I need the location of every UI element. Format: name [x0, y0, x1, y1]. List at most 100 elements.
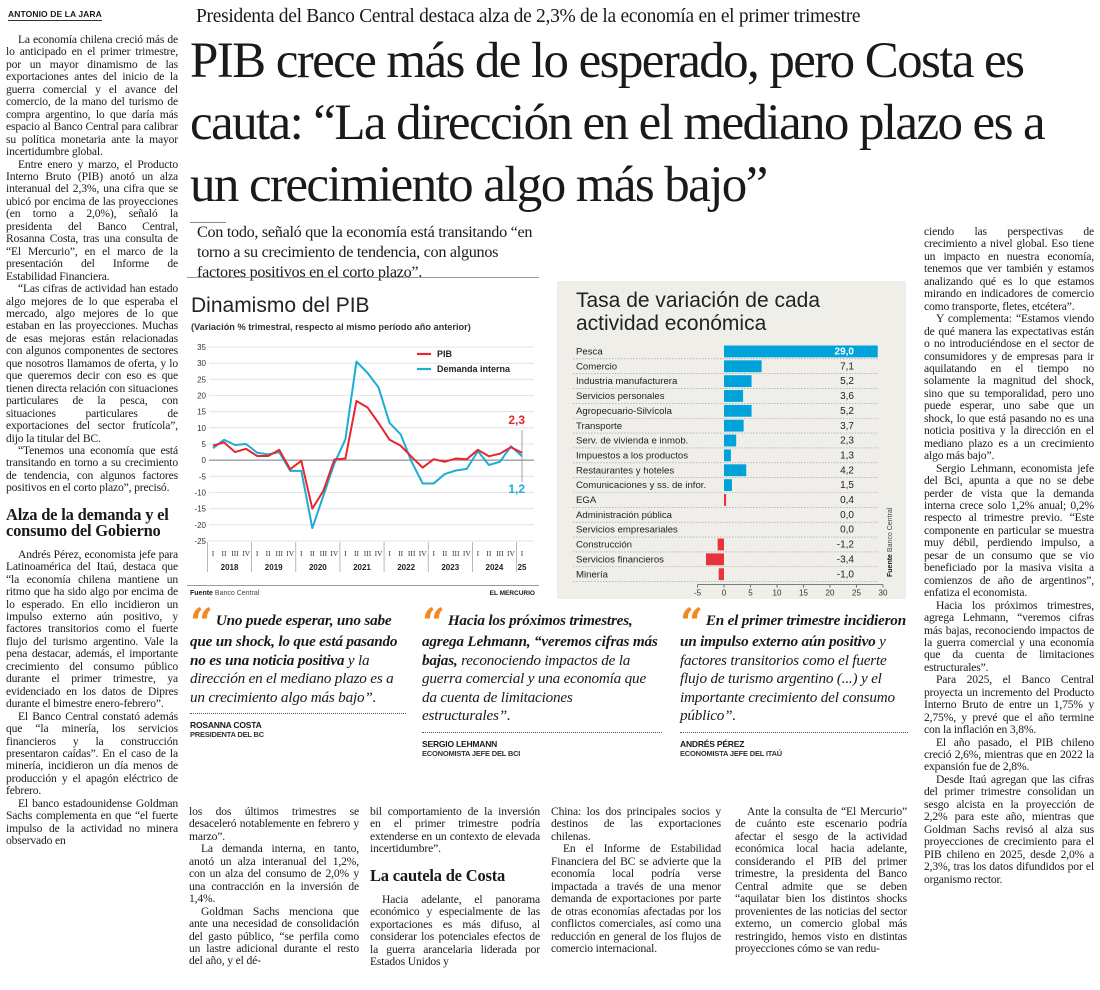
category-label: EGA: [576, 495, 597, 506]
body-column-3: China: los dos principales socios y dest…: [551, 806, 721, 990]
bar-chart-panel: Tasa de variación de cada actividad econ…: [557, 281, 906, 599]
x-tick-label: 25: [852, 589, 861, 598]
bar-chart: Pesca 29,0 Comercio 7,1 Industria manufactur…: [573, 345, 888, 598]
x-tick-label: I: [300, 549, 303, 558]
y-tick-label: -5: [199, 472, 207, 481]
y-tick-label: 10: [197, 424, 206, 433]
x-tick-label: -5: [694, 589, 702, 598]
body-column-2: bil comportamiento de la inversión en el…: [370, 806, 540, 990]
subhead: Alza de la demanda y el consumo del Gobi…: [6, 504, 169, 540]
quote-rule: [190, 713, 406, 714]
category-label: Restaurantes y hoteles: [576, 465, 674, 476]
quote-bold: Hacia los próximos trimestres, agrega Le…: [422, 612, 658, 669]
quote-author-role: PRESIDENTA DEL BC: [190, 730, 264, 739]
value-label: 1,5: [840, 480, 854, 491]
headline: PIB crece más de lo esperado, pero Costa…: [190, 33, 1046, 213]
x-year-label: 2021: [353, 563, 371, 572]
value-label: 4,2: [840, 465, 854, 476]
bar: [724, 390, 744, 402]
x-tick-label: IV: [242, 549, 250, 558]
bar-chart-source: Fuente Banco Central: [887, 508, 894, 577]
quote-bold: En el primer trimestre incidieron un imp…: [680, 612, 906, 650]
x-tick-label: II: [486, 549, 491, 558]
x-tick-label: III: [408, 549, 416, 558]
y-tick-label: 0: [202, 456, 207, 465]
x-tick-label: 10: [773, 589, 782, 598]
x-tick-label: 0: [722, 589, 727, 598]
x-tick-label: I: [344, 549, 347, 558]
bar: [724, 404, 752, 417]
category-label: Transporte: [576, 421, 622, 432]
x-tick-label: IV: [330, 549, 338, 558]
y-tick-label: 15: [197, 408, 206, 417]
paragraph: El Banco Central constató además que “la…: [6, 709, 178, 798]
value-label: 2,3: [840, 436, 854, 447]
x-tick-label: 30: [879, 589, 888, 598]
value-label: 5,2: [840, 376, 854, 387]
y-tick-label: -10: [194, 489, 206, 498]
kicker: Presidenta del Banco Central destaca alz…: [196, 6, 861, 27]
category-label: Pesca: [576, 347, 603, 358]
y-tick-label: 30: [197, 359, 206, 368]
source-text: Banco Central: [214, 590, 260, 597]
x-tick-label: 5: [748, 589, 753, 598]
deck: Con todo, señaló que la economía está tr…: [197, 223, 533, 281]
bar: [724, 345, 878, 358]
legend-label: PIB: [437, 349, 453, 359]
y-tick-label: -15: [194, 505, 206, 514]
x-tick-label: I: [388, 549, 391, 558]
value-label: -1,0: [837, 569, 855, 580]
paragraph: Goldman Sachs menciona que ante una nece…: [189, 904, 359, 968]
quote-rule: [680, 731, 908, 733]
value-label: 5,2: [840, 406, 854, 417]
chart-source: Fuente Banco Central: [190, 590, 259, 597]
quote-author-role: ECONOMISTA JEFE DEL BCI: [422, 748, 521, 758]
byline: ANTONIO DE LA JARA: [8, 9, 102, 21]
x-year-label: 25: [518, 563, 527, 572]
paragraph: “Tenemos una economía que está transitan…: [6, 443, 178, 495]
category-label: Servicios personales: [576, 391, 665, 402]
quote-rule: [422, 731, 662, 733]
bar: [717, 538, 724, 551]
x-tick-label: IV: [419, 549, 427, 558]
x-tick-label: IV: [463, 549, 471, 558]
category-label: Agropecuario-Silvícola: [576, 406, 673, 417]
series-line-pib: [212, 399, 523, 510]
quote-mark-icon: “: [680, 600, 703, 647]
quote-mark-icon: “: [190, 600, 213, 647]
pull-quote: “En el primer trimestre incidieron un im…: [680, 604, 908, 758]
value-label: -1,2: [837, 540, 855, 551]
x-tick-label: II: [266, 549, 271, 558]
value-label: 1,3: [840, 450, 854, 461]
paragraph: Para 2025, el Banco Central proyecta un …: [924, 673, 1094, 737]
x-tick-label: I: [256, 549, 259, 558]
body-column-4: Ante la consulta de “El Mercurio” de cuá…: [735, 806, 907, 990]
x-year-label: 2019: [265, 563, 283, 572]
x-tick-label: III: [452, 549, 460, 558]
x-tick-label: III: [364, 549, 372, 558]
x-tick-label: I: [212, 549, 215, 558]
value-label: 3,6: [840, 391, 854, 402]
left-column: La economía chilena creció más de lo ant…: [6, 34, 178, 990]
pull-quote: “Uno puede esperar, uno sabe que un shoc…: [190, 604, 406, 739]
x-year-label: 2020: [309, 563, 327, 572]
pull-quote: “Hacia los próximos trimestres, agrega L…: [422, 604, 662, 758]
right-column: ciendo las perspectivas de crecimiento a…: [924, 226, 1094, 990]
category-label: Minería: [576, 569, 609, 580]
paragraph: La economía chilena creció más de lo ant…: [6, 34, 178, 159]
y-tick-label: -25: [194, 537, 206, 546]
chart-credit: EL MERCURIO: [489, 590, 535, 597]
value-label: -3,4: [837, 554, 855, 565]
end-label-demanda: 1,2: [508, 482, 525, 496]
paragraph: bil comportamiento de la inversión en el…: [370, 806, 540, 856]
end-label-pib: 2,3: [508, 413, 525, 427]
bar: [724, 494, 727, 506]
bar: [718, 568, 724, 581]
y-tick-label: 5: [202, 440, 207, 449]
x-tick-label: 20: [826, 589, 835, 598]
y-tick-label: -20: [194, 521, 206, 530]
x-tick-label: I: [432, 549, 435, 558]
y-tick-label: 25: [197, 375, 206, 384]
x-year-label: 2022: [397, 563, 415, 572]
legend-label: Demanda interna: [437, 364, 511, 374]
